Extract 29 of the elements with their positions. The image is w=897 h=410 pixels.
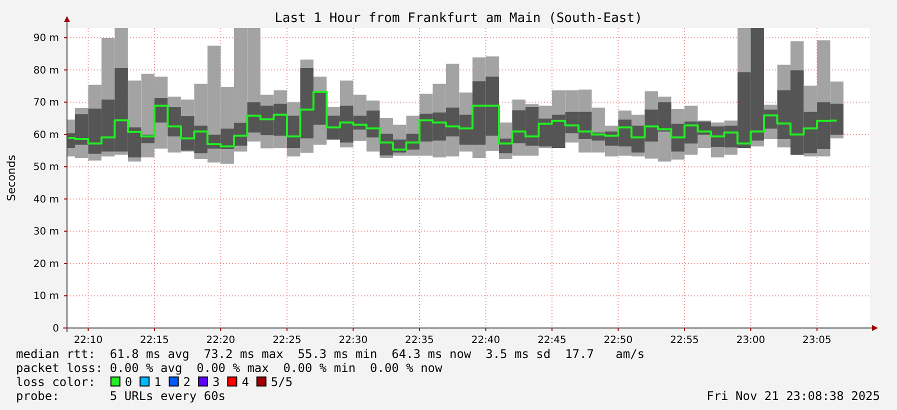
- x-tick-label: 22:55: [670, 335, 699, 346]
- x-tick-label: 22:15: [140, 335, 169, 346]
- y-tick-label: 10 m: [33, 291, 59, 302]
- y-tick-label: 50 m: [33, 162, 59, 174]
- text: probe: 5 URLs every 60s: [16, 389, 226, 403]
- y-tick-label: 70 m: [33, 98, 59, 109]
- x-tick-label: 22:40: [471, 335, 500, 346]
- x-tick-label: 22:10: [74, 335, 103, 346]
- y-axis-title: Seconds: [5, 154, 18, 202]
- y-tick-label: 30 m: [33, 226, 59, 238]
- x-tick-label: 23:00: [736, 335, 766, 346]
- y-tick-label: 80 m: [33, 65, 59, 76]
- text: packet loss: 0.00 % avg 0.00 % max 0.00 % min 0.00 % now: [16, 361, 444, 375]
- text: loss color: 0 1 2 3 4 5/5: [16, 375, 293, 389]
- text: Fri Nov 21 23:08:38 2025: [706, 389, 880, 403]
- x-tick-label: 22:25: [272, 335, 302, 346]
- y-tick-label: 0: [52, 324, 59, 334]
- y-tick-label: 60 m: [33, 130, 59, 141]
- y-tick-label: 90 m: [33, 33, 59, 44]
- x-tick-label: 22:45: [538, 335, 566, 346]
- x-tick-label: 22:30: [338, 335, 368, 346]
- y-tick-label: 40 m: [33, 194, 59, 206]
- y-tick-label: 20 m: [33, 258, 59, 270]
- chart-title: Last 1 Hour from Frankfurt am Main (South-East): [274, 11, 642, 26]
- x-tick-label: 22:50: [604, 335, 633, 346]
- text: median rtt: 61.8 ms avg 73.2 ms max 55.3 ms min 64.3 ms now 3.5 ms sd 17.7 am/s: [16, 347, 645, 361]
- x-tick-label: 22:20: [206, 335, 236, 346]
- x-tick-label: 22:35: [405, 335, 434, 346]
- x-tick-label: 23:05: [802, 335, 832, 346]
